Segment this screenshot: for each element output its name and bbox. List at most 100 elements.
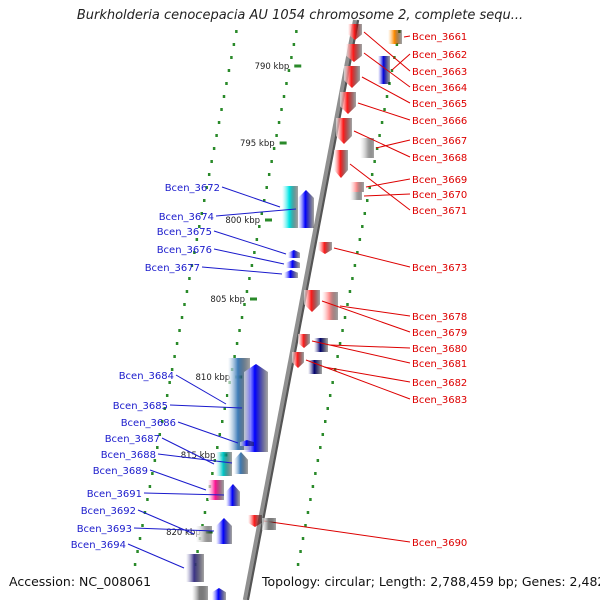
forward-gene — [240, 440, 254, 446]
reverse-gene-label: Bcen_3681 — [412, 359, 467, 370]
forward-gene — [226, 484, 240, 506]
strand-dots-outer-left — [221, 420, 224, 423]
forward-gene-leader — [213, 248, 285, 265]
reverse-gene-leader — [403, 35, 411, 38]
strand-dots-far-left — [207, 173, 211, 176]
strand-dots-right — [346, 303, 349, 306]
strand-dots-right — [348, 290, 352, 293]
strand-dots-outer-left — [262, 199, 266, 202]
reverse-gene-leader — [305, 359, 411, 400]
reverse-gene-label: Bcen_3666 — [412, 116, 467, 127]
strand-dots-far-left — [185, 290, 189, 293]
strand-dots-far-left — [138, 537, 142, 540]
reverse-gene-label: Bcen_3690 — [412, 538, 467, 549]
reverse-gene — [378, 56, 390, 84]
strand-dots-right — [333, 368, 337, 371]
strand-dots-right — [380, 121, 384, 124]
forward-gene-label: Bcen_3675 — [157, 227, 212, 238]
forward-gene-label: Bcen_3692 — [81, 506, 136, 517]
ruler-label: 790 kbp — [255, 62, 290, 72]
reverse-gene-leader — [263, 520, 411, 543]
strand-dots-right — [309, 498, 312, 501]
strand-dots-far-left — [222, 95, 226, 98]
strand-dots-outer-left — [248, 277, 251, 280]
reverse-gene-leader — [333, 247, 411, 268]
strand-dots-outer-left — [267, 173, 271, 176]
reverse-gene-label: Bcen_3663 — [412, 67, 467, 78]
strand-dots-far-left — [215, 134, 218, 137]
reverse-gene-label: Bcen_3668 — [412, 153, 467, 164]
accession-text: Accession: NC_008061 — [9, 574, 152, 589]
strand-dots-far-left — [190, 264, 194, 267]
forward-gene — [208, 480, 224, 500]
strand-dots-far-left — [153, 459, 157, 462]
strand-dots-far-left — [232, 43, 236, 46]
forward-gene — [216, 452, 232, 476]
strand-dots-right — [304, 524, 307, 527]
partial-gene — [212, 588, 226, 600]
forward-gene-label: Bcen_3691 — [87, 489, 142, 500]
ruler-label: 820 kbp — [166, 528, 201, 538]
strand-dots-far-left — [202, 199, 206, 202]
reverse-gene-label: Bcen_3682 — [412, 378, 467, 389]
forward-gene-label: Bcen_3676 — [157, 245, 212, 256]
strand-dots-outer-left — [285, 82, 288, 85]
reverse-gene — [318, 242, 332, 254]
reverse-gene-leader — [363, 193, 411, 197]
reverse-gene — [348, 24, 362, 40]
topology-summary: Topology: circular; Length: 2,788,459 bp… — [262, 574, 600, 589]
map-title: Burkholderia cenocepacia AU 1054 chromos… — [76, 8, 524, 23]
forward-gene-leader — [213, 230, 287, 255]
strand-dots-outer-left — [225, 394, 229, 397]
strand-dots-outer-left — [235, 342, 239, 345]
reverse-gene — [248, 515, 262, 527]
strand-dots-far-left — [205, 186, 208, 189]
strand-dots-right — [383, 108, 386, 111]
reverse-gene-label: Bcen_3670 — [412, 190, 467, 201]
reverse-gene-leader — [357, 102, 411, 121]
reverse-gene-leader — [323, 366, 411, 383]
strand-dots-right — [385, 95, 389, 98]
strand-dots-right — [390, 69, 394, 72]
reverse-gene — [292, 352, 304, 368]
forward-gene-leader — [221, 186, 281, 208]
strand-dots-right — [358, 238, 362, 241]
strand-dots-right — [370, 173, 374, 176]
strand-dots-outer-left — [295, 30, 298, 33]
strand-dots-far-left — [141, 524, 144, 527]
strand-dots-far-left — [158, 433, 162, 436]
ruler-label: 810 kbp — [196, 373, 231, 383]
strand-dots-right — [373, 160, 376, 163]
ruler-label: 805 kbp — [210, 295, 245, 305]
strand-dots-right — [336, 355, 339, 358]
backbone-line — [242, 19, 357, 601]
reverse-gene-label: Bcen_3662 — [412, 50, 467, 61]
strand-dots-right — [321, 433, 325, 436]
forward-gene — [186, 554, 204, 582]
strand-dots-right — [338, 342, 342, 345]
strand-dots-outer-left — [272, 147, 276, 150]
forward-gene-leader — [201, 266, 283, 275]
reverse-gene-label: Bcen_3671 — [412, 206, 467, 217]
strand-dots-far-left — [220, 108, 223, 111]
reverse-gene — [304, 290, 320, 312]
strand-dots-outer-left — [282, 95, 286, 98]
strand-dots-outer-left — [280, 108, 283, 111]
strand-dots-right — [328, 394, 332, 397]
strand-dots-right — [375, 147, 379, 150]
strand-dots-right — [301, 537, 305, 540]
strand-dots-right — [306, 511, 310, 514]
reverse-gene-leader — [365, 178, 411, 188]
strand-dots-right — [296, 563, 300, 566]
reverse-gene — [336, 118, 352, 144]
forward-gene-label: Bcen_3674 — [159, 212, 214, 223]
partial-gene — [192, 586, 208, 600]
forward-gene-label: Bcen_3672 — [165, 183, 220, 194]
strand-dots-far-left — [156, 446, 159, 449]
strand-dots-outer-left — [211, 472, 214, 475]
strand-dots-far-left — [151, 472, 154, 475]
reverse-gene — [388, 30, 402, 44]
strand-dots-far-left — [227, 69, 231, 72]
strand-dots-right — [311, 485, 315, 488]
